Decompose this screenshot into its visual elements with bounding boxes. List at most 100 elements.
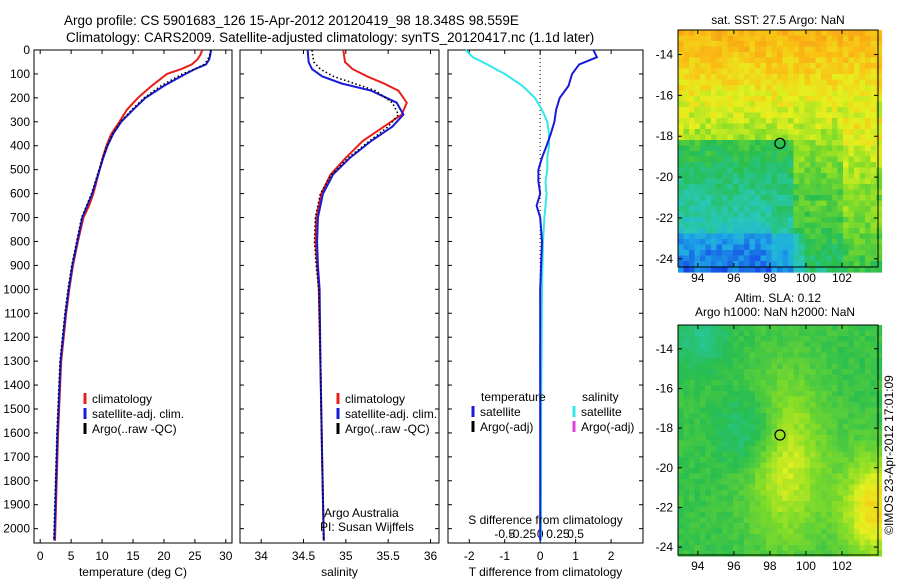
sla-map-cell [810, 545, 817, 552]
sla-map-cell [782, 440, 789, 447]
sst-map-cell [821, 250, 828, 257]
sst-map-cell [727, 46, 734, 53]
sst-map-cell [711, 250, 718, 257]
sla-map-cell [689, 347, 696, 354]
sst-map-cell [700, 35, 707, 42]
sla-map-cell [810, 341, 817, 348]
sla-map-cell [694, 435, 701, 442]
sla-map-cell [760, 462, 767, 469]
sla-map-cell [793, 490, 800, 497]
sst-map-cell [760, 68, 767, 75]
sla-map-cell [711, 396, 718, 403]
sla-map-cell [859, 490, 866, 497]
sst-map-cell [865, 107, 872, 114]
sst-map-cell [832, 57, 839, 64]
sst-map-cell [738, 107, 745, 114]
sla-map-cell [854, 528, 861, 535]
sla-map-cell [865, 391, 872, 398]
sla-map-cell [782, 462, 789, 469]
sla-map-cell [876, 413, 883, 420]
sla-map-cell [832, 374, 839, 381]
sla-map-cell [733, 352, 740, 359]
sla-map-cell [810, 479, 817, 486]
sst-map-cell [876, 162, 883, 169]
sst-map-cell [854, 211, 861, 218]
sla-map-cell [700, 484, 707, 491]
sst-map-cell [859, 250, 866, 257]
sst-map-cell [793, 222, 800, 229]
sst-map-cell [799, 90, 806, 97]
sla-map-cell [689, 495, 696, 502]
sla-map-cell [766, 495, 773, 502]
sst-map-cell [678, 85, 685, 92]
sla-map-cell [755, 517, 762, 524]
sla-map-cell [694, 358, 701, 365]
sst-map-cell [865, 68, 872, 75]
sla-map-cell [760, 534, 767, 541]
sla-map-cell [777, 523, 784, 530]
sst-map-cell [755, 35, 762, 42]
sst-map-cell [683, 140, 690, 147]
sst-map-cell [749, 222, 756, 229]
sst-map-cell [826, 184, 833, 191]
sla-map-cell [848, 413, 855, 420]
sla-map-cell [777, 391, 784, 398]
sst-map-lon-label: 94 [691, 271, 705, 285]
sst-map-cell [722, 228, 729, 235]
difference-legend-salinity-title: salinity [582, 390, 619, 404]
sla-map-cell [678, 363, 685, 370]
sla-map-cell [694, 336, 701, 343]
sla-map-cell [727, 413, 734, 420]
sla-map-cell [865, 545, 872, 552]
sst-map-cell [766, 68, 773, 75]
sla-map-cell [760, 512, 767, 519]
sst-map-cell [700, 167, 707, 174]
sst-map-cell [760, 266, 767, 273]
sst-map-cell [722, 145, 729, 152]
sla-map-cell [744, 358, 751, 365]
sla-map-cell [744, 396, 751, 403]
sla-map-cell [848, 358, 855, 365]
sst-map-cell [700, 41, 707, 48]
sst-map-cell [804, 178, 811, 185]
sst-map-cell [804, 156, 811, 163]
sst-map-cell [716, 255, 723, 262]
sst-map-cell [711, 30, 718, 37]
sst-map-cell [738, 145, 745, 152]
sla-map-cell [727, 501, 734, 508]
sla-map-cell [854, 495, 861, 502]
sla-map-cell [771, 413, 778, 420]
sst-map-cell [771, 129, 778, 136]
sst-map-cell [815, 57, 822, 64]
sst-map-cell [799, 57, 806, 64]
sla-map-cell [700, 385, 707, 392]
sla-map-cell [804, 341, 811, 348]
sla-map-cell [782, 325, 789, 332]
sst-map-cell [876, 57, 883, 64]
sst-map-cell [755, 112, 762, 119]
sla-map-cell [727, 550, 734, 557]
sst-map-cell [766, 123, 773, 130]
sla-map-cell [694, 341, 701, 348]
sst-map-cell [854, 35, 861, 42]
sla-map-cell [722, 539, 729, 546]
sst-map-cell [722, 200, 729, 207]
sst-map-cell [848, 178, 855, 185]
sla-map-cell [744, 545, 751, 552]
sla-map-cell [749, 413, 756, 420]
sst-map-cell [744, 211, 751, 218]
sst-map-cell [700, 189, 707, 196]
sla-map-cell [760, 407, 767, 414]
sla-map-cell [821, 424, 828, 431]
sla-map-cell [793, 457, 800, 464]
sst-map-cell [859, 167, 866, 174]
sla-map-cell [689, 435, 696, 442]
sst-map-cell [788, 35, 795, 42]
sst-map-cell [722, 107, 729, 114]
sst-map-cell [738, 134, 745, 141]
sla-map-cell [848, 451, 855, 458]
sla-map-cell [749, 479, 756, 486]
sla-map-cell [744, 523, 751, 530]
sst-map-cell [760, 217, 767, 224]
sst-map-cell [722, 90, 729, 97]
